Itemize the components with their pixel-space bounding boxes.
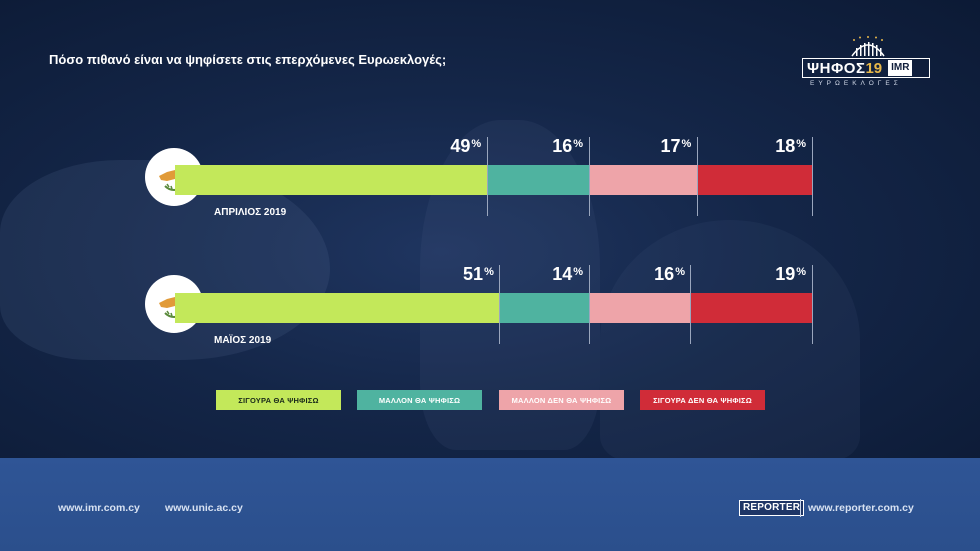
data-label-value: 19 [775,264,796,284]
data-label-likely-no: 17% [635,136,692,157]
data-label-likely-yes: 14% [527,264,583,285]
imr-link[interactable]: www.imr.com.cy [58,502,140,514]
segment-separator [486,137,488,216]
parliament-dome-icon [851,36,885,57]
data-label-value: 14 [552,264,573,284]
logo-year-text: 19 [865,59,883,77]
data-label-unit: % [484,266,494,278]
data-label-value: 51 [463,264,484,284]
data-label-value: 16 [552,136,573,156]
data-label-likely-no: 16% [629,264,685,285]
page-title: Πόσο πιθανό είναι να ψηφίσετε στις επερχ… [49,52,447,67]
data-label-certain-no: 18% [750,136,806,157]
stacked-bar-may [175,293,812,323]
background-figure-shape-right [600,220,860,458]
bar-segment-certain-no [697,165,812,195]
segment-separator [690,265,692,344]
footer-band [0,458,980,551]
period-label-may: ΜΑΪΟΣ 2019 [214,335,272,346]
reporter-link[interactable]: www.reporter.com.cy [808,502,914,514]
data-label-unit: % [675,266,685,278]
data-label-unit: % [796,138,806,150]
segment-separator [696,137,698,216]
data-label-likely-yes: 16% [527,136,583,157]
data-label-value: 16 [654,264,675,284]
data-label-value: 49 [450,136,471,156]
segment-separator [588,137,590,216]
psifos19-logo: ΨΗΦΟΣ 19 IMR ΕΥΡΩΕΚΛΟΓΕΣ [800,36,935,90]
data-label-certain-yes: 51% [438,264,494,285]
stacked-bar-april [175,165,812,195]
data-label-value: 18 [775,136,796,156]
segment-separator [811,265,813,344]
data-label-unit: % [471,138,482,150]
bar-segment-certain-yes [175,293,500,323]
data-label-unit: % [573,266,584,278]
data-label-unit: % [796,266,806,278]
bar-segment-certain-no [690,293,812,323]
legend-likely-yes: ΜΑΛΛΟΝ ΘΑ ΨΗΦΙΣΩ [357,390,482,410]
reporter-logo: REPORTER [739,500,805,516]
bar-segment-likely-no [589,165,698,195]
segment-separator [499,265,501,344]
logo-main-text: ΨΗΦΟΣ [807,59,866,77]
bar-segment-likely-yes [499,293,590,323]
logo-imr-badge: IMR [888,60,913,76]
segment-separator [588,265,590,344]
bar-segment-likely-no [589,293,691,323]
data-label-certain-no: 19% [750,264,806,285]
bar-segment-certain-yes [175,165,488,195]
segment-separator [811,137,813,216]
legend-certain-no: ΣΙΓΟΥΡΑ ΔΕΝ ΘΑ ΨΗΦΙΣΩ [640,390,765,410]
unic-link[interactable]: www.unic.ac.cy [165,502,243,514]
footer-divider [800,499,801,517]
logo-box: ΨΗΦΟΣ 19 IMR [802,58,930,78]
data-label-unit: % [681,138,692,150]
legend-likely-no: ΜΑΛΛΟΝ ΔΕΝ ΘΑ ΨΗΦΙΣΩ [499,390,624,410]
bar-segment-likely-yes [487,165,590,195]
legend-certain-yes: ΣΙΓΟΥΡΑ ΘΑ ΨΗΦΙΣΩ [216,390,341,410]
data-label-certain-yes: 49% [425,136,481,157]
logo-subtitle: ΕΥΡΩΕΚΛΟΓΕΣ [810,80,902,87]
data-label-unit: % [573,138,584,150]
data-label-value: 17 [660,136,681,156]
period-label-april: ΑΠΡΙΛΙΟΣ 2019 [214,207,287,218]
